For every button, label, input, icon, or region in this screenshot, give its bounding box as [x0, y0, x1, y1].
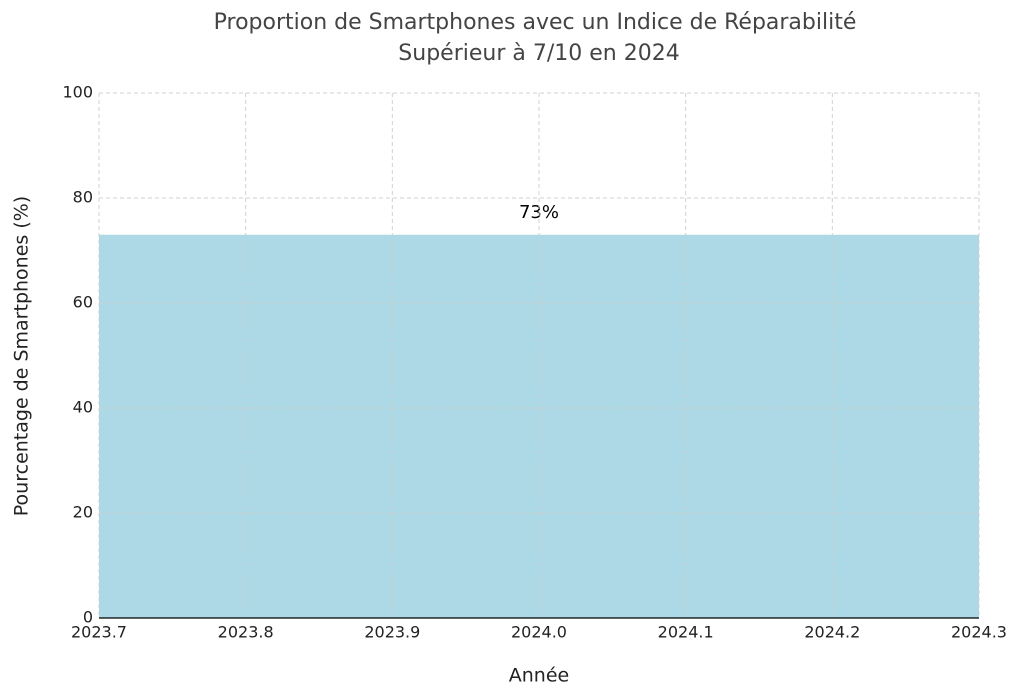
y-tick-label: 0	[83, 608, 93, 627]
y-tick-label: 20	[73, 503, 93, 522]
x-tick-label: 2024.3	[951, 623, 1007, 642]
x-axis-label: Année	[509, 665, 569, 687]
x-tick-label: 2024.0	[511, 623, 567, 642]
y-tick-label: 60	[73, 293, 93, 312]
y-tick-label: 40	[73, 398, 93, 417]
chart-title: Proportion de Smartphones avec un Indice…	[214, 10, 857, 35]
y-axis-label: Pourcentage de Smartphones (%)	[11, 196, 33, 516]
chart-title: Supérieur à 7/10 en 2024	[398, 41, 679, 66]
x-tick-label: 2024.1	[658, 623, 714, 642]
y-tick-label: 80	[73, 188, 93, 207]
y-tick-label: 100	[62, 83, 93, 102]
x-tick-label: 2023.9	[364, 623, 420, 642]
x-tick-label: 2023.8	[218, 623, 274, 642]
x-tick-label: 2024.2	[804, 623, 860, 642]
x-tick-label: 2023.7	[71, 623, 127, 642]
